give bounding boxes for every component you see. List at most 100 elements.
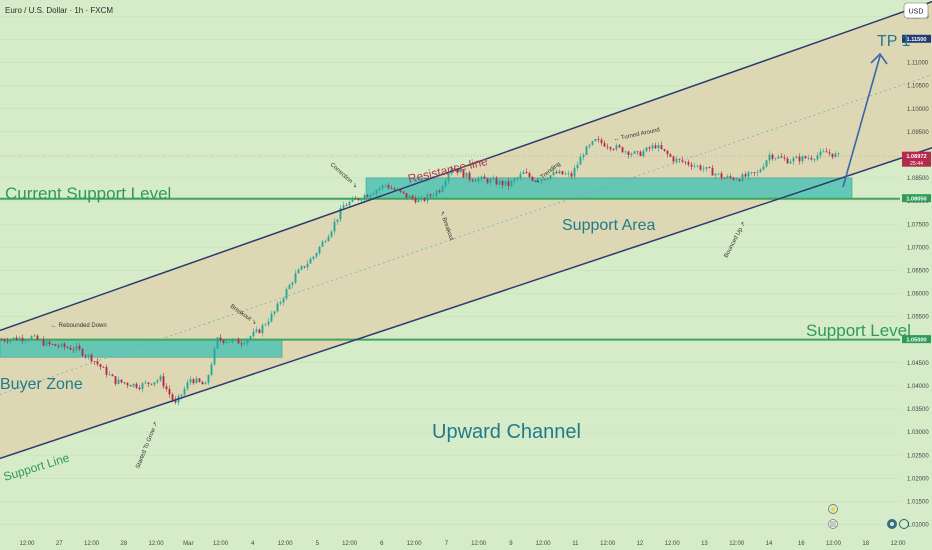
- candle-body: [756, 172, 759, 173]
- candle-body: [258, 329, 261, 334]
- candle-body: [528, 173, 531, 177]
- svg-text:← Rebounded Down: ← Rebounded Down: [51, 323, 107, 329]
- candle-body: [420, 197, 423, 199]
- dividend-icon: [899, 519, 909, 529]
- candle-body: [183, 388, 186, 395]
- y-tick-label: 1.09500: [907, 130, 929, 136]
- candle-body: [96, 361, 99, 365]
- price-badge-label: 1.08050: [906, 196, 926, 202]
- candle-body: [204, 382, 207, 385]
- candle-body: [375, 190, 378, 194]
- candle-body: [759, 169, 762, 173]
- candle-body: [189, 379, 192, 383]
- currency-button[interactable]: [903, 2, 929, 19]
- candle-body: [15, 337, 18, 341]
- candle-body: [810, 157, 813, 160]
- candle-body: [3, 339, 6, 342]
- candle-body: [564, 173, 567, 175]
- candle-body: [438, 190, 441, 193]
- candle-body: [603, 143, 606, 147]
- candle-body: [555, 172, 558, 174]
- candle-body: [210, 364, 213, 375]
- candle-body: [477, 178, 480, 182]
- candle-body: [825, 151, 828, 153]
- y-tick-label: 1.01000: [907, 523, 929, 529]
- x-tick-label: 11: [572, 541, 579, 547]
- candle-body: [423, 197, 426, 201]
- candle-body: [624, 151, 627, 153]
- candle-body: [708, 167, 711, 168]
- x-tick-label: 12: [637, 541, 644, 547]
- candle-body: [774, 158, 777, 160]
- candle-body: [69, 347, 72, 350]
- x-tick-label: 9: [509, 541, 513, 547]
- candle-body: [753, 172, 756, 173]
- candle-body: [606, 146, 609, 148]
- candle-body: [585, 146, 588, 156]
- candle-body: [267, 321, 270, 325]
- candle-body: [192, 379, 195, 384]
- candle-body: [111, 374, 114, 377]
- candle-body: [444, 181, 447, 187]
- candle-body: [567, 173, 570, 175]
- candle-body: [78, 345, 81, 350]
- candle-body: [504, 181, 507, 186]
- candle-body: [354, 198, 357, 200]
- candle-body: [285, 289, 288, 299]
- candle-body: [768, 154, 771, 161]
- candle-body: [645, 147, 648, 152]
- candle-body: [489, 179, 492, 183]
- candle-body: [132, 383, 135, 387]
- candle-body: [765, 160, 768, 167]
- y-tick-label: 1.04500: [907, 361, 929, 367]
- candle-body: [705, 167, 708, 169]
- candle-body: [219, 337, 222, 341]
- candle-body: [621, 147, 624, 153]
- candle-body: [537, 181, 540, 183]
- candle-body: [780, 156, 783, 158]
- candle-body: [207, 374, 210, 383]
- candle-body: [633, 151, 636, 154]
- candle-body: [657, 145, 660, 149]
- candle-body: [543, 179, 546, 181]
- buyer-zone-box: [0, 339, 283, 358]
- x-tick-label: 13: [701, 541, 708, 547]
- candle-body: [195, 378, 198, 384]
- y-tick-label: 1.04000: [907, 384, 929, 390]
- candle-body: [201, 381, 204, 385]
- candle-body: [9, 339, 12, 342]
- candle-body: [114, 376, 117, 384]
- candle-body: [372, 193, 375, 195]
- candle-body: [333, 221, 336, 232]
- candle-body: [123, 382, 126, 384]
- candle-body: [435, 190, 438, 196]
- candle-body: [831, 153, 834, 158]
- x-tick-label: 14: [766, 541, 773, 547]
- candle-body: [693, 165, 696, 167]
- annotation-arrow-icon: ↗: [151, 421, 159, 429]
- candle-body: [318, 246, 321, 254]
- candle-body: [456, 168, 459, 173]
- x-tick-label: 12:00: [536, 541, 552, 547]
- candle-body: [546, 178, 549, 180]
- settings-icon[interactable]: [887, 519, 897, 529]
- candle-body: [66, 347, 69, 348]
- candle-body: [57, 345, 60, 347]
- candle-body: [198, 378, 201, 382]
- annotation-rebounded-down: ← Rebounded Down: [51, 323, 107, 329]
- candle-body: [486, 178, 489, 183]
- candle-body: [468, 172, 471, 180]
- candle-body: [174, 399, 177, 403]
- candle-body: [18, 337, 21, 341]
- x-tick-label: 12:00: [729, 541, 745, 547]
- candle-body: [21, 337, 24, 341]
- candle-body: [339, 208, 342, 220]
- candle-body: [39, 339, 42, 341]
- candle-body: [261, 325, 264, 334]
- candle-body: [519, 173, 522, 178]
- candle-body: [141, 383, 144, 390]
- candle-body: [675, 158, 678, 162]
- candle-body: [609, 147, 612, 150]
- annotation-arrow-icon: ←: [613, 136, 622, 143]
- candle-body: [744, 174, 747, 177]
